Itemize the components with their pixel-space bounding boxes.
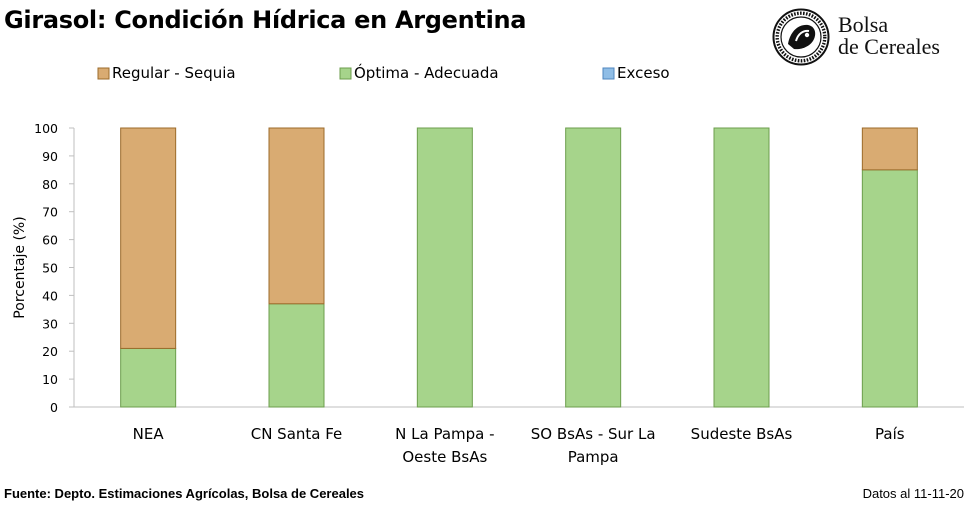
y-tick-label-20: 20 — [42, 344, 58, 359]
bar-optima-3 — [565, 127, 622, 408]
legend-swatch-optima — [339, 67, 352, 80]
legend-label-exceso: Exceso — [617, 64, 670, 82]
y-tick-label-80: 80 — [42, 177, 58, 192]
x-category-label-2-1: Oeste BsAs — [402, 448, 487, 466]
y-tick-label-30: 30 — [42, 316, 58, 331]
y-tick-label-0: 0 — [50, 400, 58, 415]
x-category-label-3-0: SO BsAs - Sur La — [531, 425, 656, 443]
source-note: Fuente: Depto. Estimaciones Agrícolas, B… — [4, 486, 365, 501]
legend-swatch-exceso — [602, 67, 615, 80]
x-category-label-0-0: NEA — [133, 425, 165, 443]
bar-regular-5 — [861, 127, 918, 171]
bar-optima-1 — [268, 303, 325, 408]
x-category-label-2-0: N La Pampa - — [395, 425, 494, 443]
y-tick-label-100: 100 — [34, 121, 58, 136]
y-tick-label-40: 40 — [42, 288, 58, 303]
x-category-label-1-0: CN Santa Fe — [251, 425, 343, 443]
bar-optima-4 — [713, 127, 770, 408]
bar-optima-5 — [861, 169, 918, 408]
y-tick-label-50: 50 — [42, 261, 58, 276]
legend-swatch-regular — [97, 67, 110, 80]
bar-optima-0 — [120, 347, 177, 408]
logo-line-2: de Cereales — [838, 34, 940, 59]
chart-title: Girasol: Condición Hídrica en Argentina — [4, 6, 527, 34]
y-axis-title: Porcentaje (%) — [12, 216, 28, 318]
stacked-bar-chart: Regular - Sequia Óptima - Adecuada Exceso 0… — [12, 63, 964, 466]
legend-label-regular: Regular - Sequia — [112, 64, 236, 82]
x-category-label-3-1: Pampa — [568, 448, 619, 466]
bar-optima-2 — [416, 127, 473, 408]
y-tick-label-60: 60 — [42, 233, 58, 248]
logo-line-1: Bolsa — [838, 12, 889, 37]
legend-label-optima: Óptima - Adecuada — [354, 63, 499, 82]
logo-emblem-icon — [772, 8, 830, 66]
bar-regular-0 — [120, 127, 177, 349]
data-date: Datos al 11-11-20 — [862, 486, 964, 501]
bolsa-de-cereales-logo: Bolsa de Cereales — [772, 8, 968, 66]
y-tick-label-70: 70 — [42, 205, 58, 220]
x-category-label-4-0: Sudeste BsAs — [691, 425, 793, 443]
bar-regular-1 — [268, 127, 325, 305]
y-tick-label-90: 90 — [42, 149, 58, 164]
x-category-label-5-0: País — [875, 425, 905, 443]
y-tick-label-10: 10 — [42, 372, 58, 387]
